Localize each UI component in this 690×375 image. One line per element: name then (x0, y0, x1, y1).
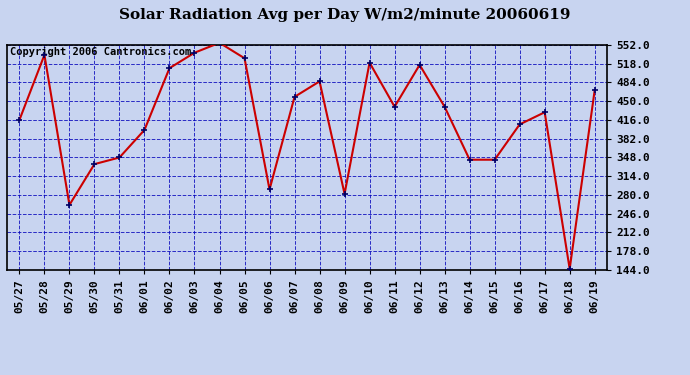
Text: Copyright 2006 Cantronics.com: Copyright 2006 Cantronics.com (10, 47, 191, 57)
Text: Solar Radiation Avg per Day W/m2/minute 20060619: Solar Radiation Avg per Day W/m2/minute … (119, 8, 571, 21)
